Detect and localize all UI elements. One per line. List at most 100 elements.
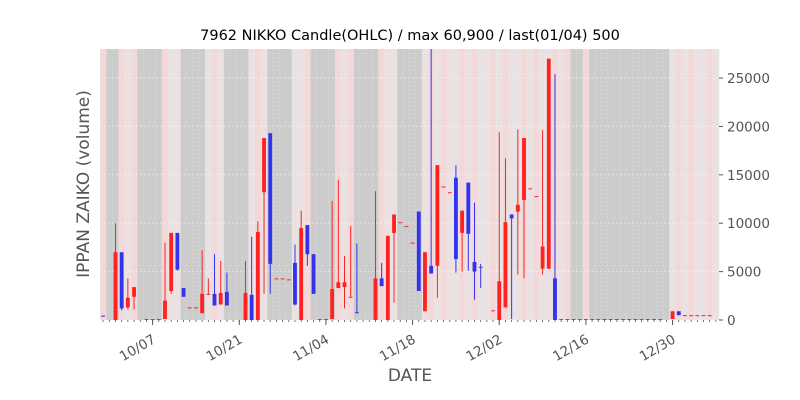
day-shade	[229, 49, 237, 320]
day-shade	[347, 49, 355, 320]
candle-body	[522, 138, 526, 200]
day-shade	[180, 49, 187, 320]
candle-body	[280, 278, 285, 280]
candles	[101, 49, 712, 321]
day-shade	[390, 49, 398, 320]
candle	[206, 278, 211, 295]
candle	[577, 319, 582, 321]
candle-body	[101, 315, 106, 317]
candle	[503, 158, 508, 308]
candle-body	[447, 192, 452, 194]
candle	[645, 319, 650, 321]
candle-body	[435, 165, 440, 266]
candle-body	[596, 319, 601, 321]
candle	[633, 319, 638, 321]
candle-body	[175, 232, 180, 270]
candle-body	[639, 319, 644, 321]
candle	[336, 179, 341, 289]
candle	[602, 319, 607, 321]
day-shade	[403, 49, 410, 320]
day-shade	[589, 49, 596, 320]
candle	[385, 235, 390, 320]
candle-body	[695, 315, 700, 317]
candle	[454, 165, 458, 273]
day-shade	[366, 49, 373, 320]
candle-body	[249, 294, 254, 320]
candle	[392, 214, 396, 303]
day-shade	[613, 49, 621, 320]
candle	[565, 319, 570, 321]
candle-body	[181, 288, 186, 297]
day-shade	[223, 49, 231, 320]
candle	[410, 242, 415, 244]
candle-body	[478, 266, 483, 268]
candle-body	[194, 307, 198, 309]
candle-body	[553, 278, 557, 320]
day-shade	[298, 49, 305, 320]
candle-body	[577, 319, 582, 321]
candle-body	[652, 319, 656, 321]
candle-body	[169, 232, 174, 291]
candle	[286, 279, 291, 281]
candle-body	[268, 133, 273, 264]
candle-body	[200, 293, 205, 314]
candle-body	[224, 291, 229, 306]
day-shade	[632, 49, 639, 320]
candle	[274, 278, 279, 280]
candle	[144, 319, 149, 321]
day-shade	[582, 49, 590, 320]
day-shade	[688, 49, 695, 320]
day-shade	[669, 49, 676, 320]
day-shade	[533, 49, 540, 320]
day-shade	[217, 49, 225, 320]
candle-body	[645, 319, 650, 321]
candle	[311, 254, 316, 294]
candle-body	[460, 210, 465, 233]
candle-body	[497, 281, 502, 320]
y-tick-label: 15000	[727, 168, 770, 184]
candle	[317, 319, 322, 321]
candle-body	[410, 242, 415, 244]
day-shade	[626, 49, 633, 320]
candle-body	[658, 319, 663, 321]
plot-background	[100, 49, 720, 320]
candle-body	[187, 307, 192, 309]
candle-body	[373, 278, 378, 320]
candle	[497, 132, 502, 320]
candle	[299, 210, 304, 320]
candle	[113, 223, 118, 320]
candle	[169, 232, 174, 294]
day-shade	[304, 49, 311, 320]
candle	[212, 254, 217, 306]
candle	[546, 58, 551, 269]
candle	[614, 319, 619, 321]
candle-body	[342, 282, 347, 288]
candle	[132, 287, 136, 310]
candle	[466, 182, 471, 271]
y-tick-label: 20000	[727, 119, 770, 135]
candle	[330, 200, 335, 320]
day-shade	[161, 49, 169, 320]
day-shade	[310, 49, 317, 320]
candle	[639, 319, 644, 321]
candle-body	[676, 311, 681, 316]
candle	[627, 319, 632, 321]
day-shade	[384, 49, 392, 320]
candle-body	[571, 319, 576, 321]
candle-body	[466, 182, 471, 234]
candle-body	[689, 315, 694, 317]
candle-body	[286, 279, 291, 281]
candle-body	[119, 252, 124, 309]
day-shade	[421, 49, 429, 320]
candle-body	[546, 58, 551, 269]
candle	[571, 319, 576, 321]
day-shade	[576, 49, 584, 320]
candle-body	[583, 319, 588, 321]
candle-body	[627, 319, 632, 321]
candle	[187, 307, 192, 309]
y-tick-label: 25000	[727, 71, 770, 87]
candle	[342, 256, 347, 309]
candle-body	[132, 287, 136, 297]
candle-body	[299, 228, 304, 320]
